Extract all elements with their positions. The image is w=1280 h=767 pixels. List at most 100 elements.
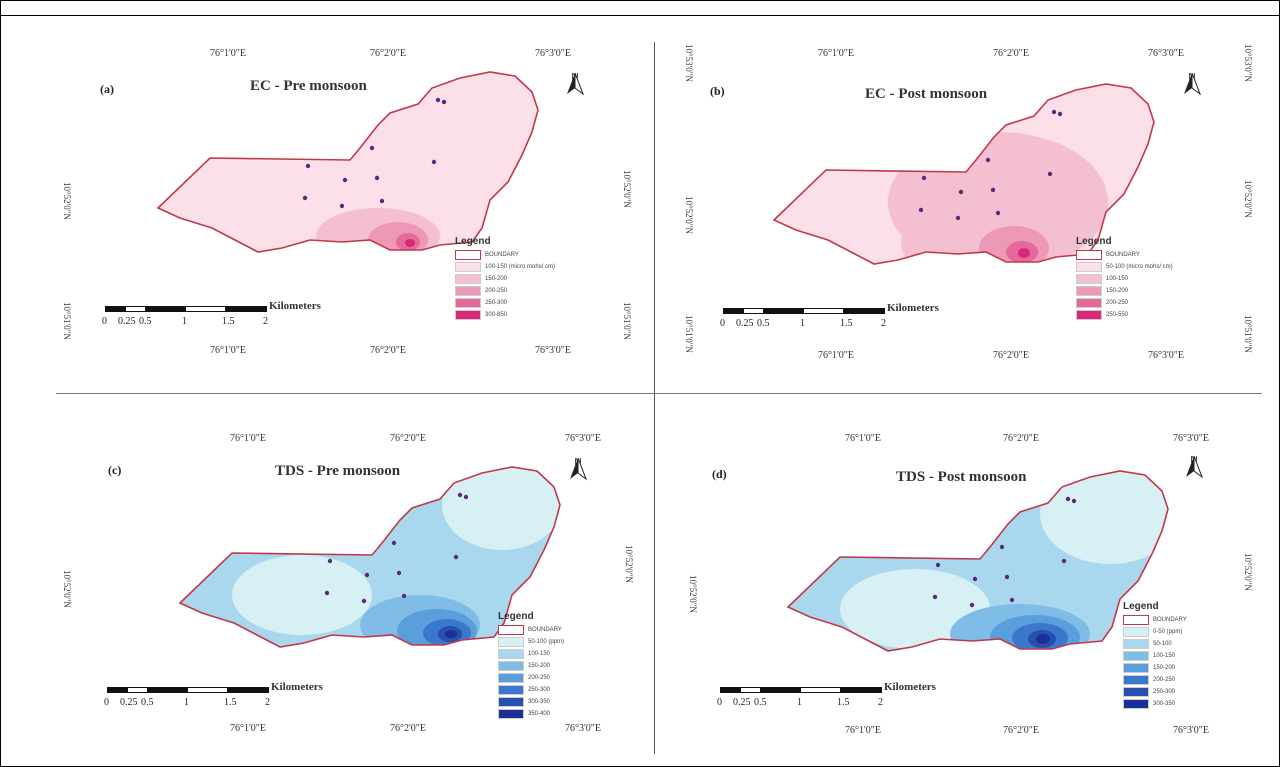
north-arrow-icon — [1186, 455, 1204, 479]
panel-label: (b) — [710, 84, 725, 98]
contour-zone — [901, 197, 1051, 264]
panel-title: EC - Pre monsoon — [250, 78, 367, 94]
legend-label: 50-100 (ppm) — [528, 638, 565, 645]
map-panel-b: 76°1'0"E 76°2'0"E 76°3'0"E 76°1'0"E 76°2… — [668, 40, 1263, 385]
boundary-line — [156, 71, 539, 253]
legend-swatch — [1076, 261, 1102, 272]
scale-segment — [107, 687, 129, 693]
boundary-line — [178, 466, 561, 648]
well-point — [453, 554, 459, 560]
legend-label: 100-150 — [1106, 275, 1129, 282]
legend-label: 200-250 — [528, 674, 551, 681]
scale-tick: 1.5 — [222, 316, 235, 327]
scale-segment — [147, 687, 189, 693]
top-border — [0, 0, 1280, 16]
legend-label: 350-400 — [528, 710, 551, 717]
scale-segment — [760, 687, 802, 693]
lon-top-3: 76°3'0"E — [565, 433, 601, 444]
legend-swatch — [498, 672, 524, 683]
contour-zone — [442, 467, 560, 550]
legend-swatch — [498, 660, 524, 671]
legend-label: BOUNDARY — [485, 251, 519, 258]
well-point — [305, 163, 311, 169]
scale-tick: 0.5 — [141, 697, 154, 708]
legend-swatch — [1076, 249, 1102, 260]
well-point — [1004, 574, 1010, 580]
legend-swatch — [498, 696, 524, 707]
scale-segment — [125, 306, 147, 312]
legend-swatch — [1123, 662, 1149, 673]
lon-bottom-1: 76°1'0"E — [210, 345, 246, 356]
legend-item: 100-150 — [1076, 273, 1173, 284]
lon-top-3: 76°3'0"E — [1173, 433, 1209, 444]
scale-tick: 0.25 — [733, 697, 751, 708]
lon-bottom-3: 76°3'0"E — [565, 723, 601, 734]
legend-label: 50-100 — [1153, 640, 1172, 647]
legend-item: 200-250 — [1076, 297, 1173, 308]
north-arrow: N — [1182, 72, 1202, 96]
panel-title: TDS - Post monsoon — [896, 469, 1027, 485]
contour-zone — [1036, 634, 1050, 644]
scale-segment — [840, 687, 882, 693]
boundary-line — [786, 470, 1169, 652]
scale-tick: 0.5 — [139, 316, 152, 327]
north-arrow: N — [1184, 455, 1204, 479]
contour-zones — [232, 467, 560, 647]
well-point — [1009, 597, 1015, 603]
legend-swatch — [455, 309, 481, 320]
scale-tick: 0.5 — [754, 697, 767, 708]
scale-tick: 1 — [184, 697, 189, 708]
map-svg — [772, 83, 1155, 265]
scale-segment — [227, 687, 269, 693]
scale-tick: 1 — [182, 316, 187, 327]
lon-top-2: 76°2'0"E — [390, 433, 426, 444]
panel-title: TDS - Pre monsoon — [275, 463, 401, 479]
legend-label: 300-850 — [485, 311, 508, 318]
well-point — [401, 593, 407, 599]
well-point — [985, 157, 991, 163]
legend-item: 150-200 — [1123, 662, 1187, 673]
well-point — [374, 175, 380, 181]
lon-top-3: 76°3'0"E — [535, 48, 571, 59]
legend-swatch — [1123, 686, 1149, 697]
legend-item: 250-300 — [498, 684, 564, 695]
legend-item: 50-100 — [1123, 638, 1187, 649]
contour-zone — [232, 555, 372, 635]
lon-top-3: 76°3'0"E — [1148, 48, 1184, 59]
scale-tick: 0.25 — [736, 318, 754, 329]
legend-swatch — [1076, 297, 1102, 308]
legend: Legend BOUNDARY 100-150 (micro mohs/ cm) 15… — [455, 236, 555, 321]
legend-item: 150-200 — [1076, 285, 1173, 296]
legend-label: 200-250 — [1106, 299, 1129, 306]
map-panel-c: 76°1'0"E 76°2'0"E 76°3'0"E 76°1'0"E 76°2… — [60, 425, 650, 755]
legend-item: 200-250 — [1123, 674, 1187, 685]
legend-item: 200-250 — [498, 672, 564, 683]
scale-segment — [127, 687, 149, 693]
contour-zone — [1018, 248, 1030, 258]
legend-swatch — [1123, 626, 1149, 637]
boundary-line — [772, 83, 1155, 265]
legend-item: 300-350 — [1123, 698, 1187, 709]
legend-label: 250-550 — [1106, 311, 1129, 318]
lon-bottom-3: 76°3'0"E — [535, 345, 571, 356]
legend-swatch — [1123, 614, 1149, 625]
legend-item: 100-150 — [498, 648, 564, 659]
well-point — [361, 598, 367, 604]
scale-tick: 0.25 — [120, 697, 138, 708]
legend-item: 350-400 — [498, 708, 564, 719]
legend-item: 150-200 — [455, 273, 555, 284]
lon-top-2: 76°2'0"E — [993, 48, 1029, 59]
lon-bottom-3: 76°3'0"E — [1173, 725, 1209, 736]
scale-tick: 1 — [800, 318, 805, 329]
scale-title: Kilometers — [884, 681, 936, 693]
legend-item: BOUNDARY — [1076, 249, 1173, 260]
horizontal-divider — [56, 393, 1262, 394]
legend-item: BOUNDARY — [455, 249, 555, 260]
legend-item: 200-250 — [455, 285, 555, 296]
well-point — [327, 558, 333, 564]
scale-segment — [763, 308, 805, 314]
well-point — [302, 195, 308, 201]
contour-zones — [316, 208, 440, 252]
legend-swatch — [455, 249, 481, 260]
scale-tick: 2 — [881, 318, 886, 329]
